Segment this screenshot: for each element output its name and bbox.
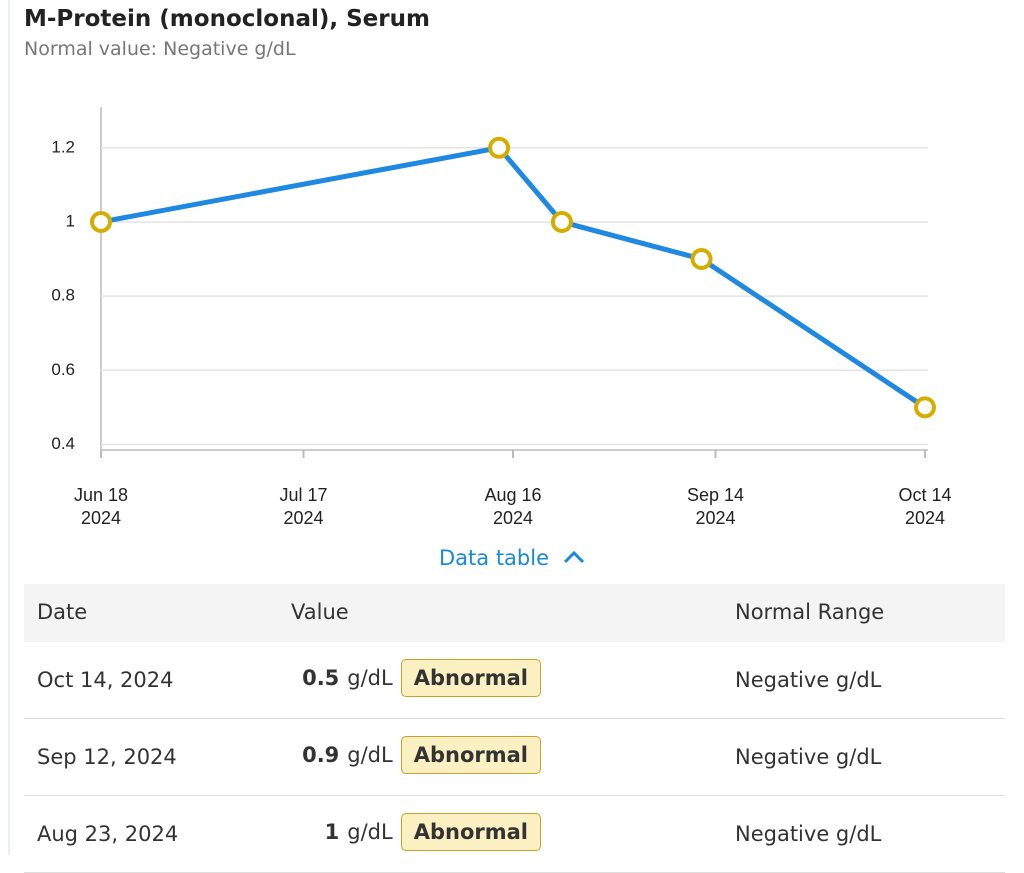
value: 0.5 bbox=[302, 666, 340, 690]
title: M-Protein (monoclonal), Serum bbox=[24, 6, 430, 32]
y-tick-label: 1.2 bbox=[51, 137, 75, 156]
data-line bbox=[100, 145, 927, 410]
range-cell: Negative g/dL bbox=[735, 822, 882, 846]
range-cell: Negative g/dL bbox=[735, 745, 882, 769]
panel bbox=[8, 0, 1024, 855]
date-cell: Aug 23, 2024 bbox=[37, 822, 179, 846]
page: M-Protein (monoclonal), Serum Normal val… bbox=[8, 0, 1024, 873]
toggle-label[interactable]: Data table bbox=[439, 546, 550, 570]
table-header: Date Value Normal Range bbox=[24, 584, 1005, 642]
column-header: Date bbox=[37, 600, 88, 624]
table-row: Aug 23, 2024 1 g/dL Abnormal Negative g/dL bbox=[24, 796, 1005, 873]
y-tick-label: 0.8 bbox=[51, 286, 75, 305]
x-tick-label: Jun 18 2024 bbox=[73, 485, 129, 528]
data-point bbox=[550, 210, 573, 233]
date-cell: Oct 14, 2024 bbox=[37, 668, 174, 692]
data-point bbox=[90, 210, 112, 233]
y-tick-label: 1 bbox=[66, 211, 75, 230]
column-header: Value bbox=[291, 600, 349, 624]
y-tick-label: 0.6 bbox=[51, 360, 75, 379]
x-tick-label: Oct 14 2024 bbox=[898, 485, 952, 528]
table-row: Sep 12, 2024 0.9 g/dL Abnormal Negative g/dL bbox=[24, 719, 1005, 796]
data-table-toggle[interactable]: Data table bbox=[439, 546, 586, 570]
value-cell: 1 g/dL Abnormal bbox=[325, 813, 541, 851]
value: 1 bbox=[324, 820, 340, 844]
data-point bbox=[914, 396, 936, 419]
chart: 0.4 0.6 0.8 1 1.2 bbox=[51, 107, 936, 458]
value: 0.9 bbox=[302, 743, 340, 767]
flag-badge: Abnormal bbox=[400, 813, 541, 851]
value-cell: 0.5 g/dL Abnormal bbox=[302, 659, 541, 697]
date-cell: Sep 12, 2024 bbox=[37, 745, 177, 769]
x-tick-label: Jul 17 2024 bbox=[279, 485, 328, 528]
range-cell: Negative g/dL bbox=[735, 668, 882, 692]
subtitle: Normal value: Negative g/dL bbox=[24, 38, 296, 60]
unit: g/dL bbox=[347, 743, 393, 767]
value-cell: 0.9 g/dL Abnormal bbox=[302, 736, 541, 774]
column-header: Normal Range bbox=[735, 600, 885, 624]
flag-badge: Abnormal bbox=[400, 736, 541, 774]
unit: g/dL bbox=[347, 820, 393, 844]
y-tick-label: 0.4 bbox=[51, 434, 75, 453]
unit: g/dL bbox=[347, 666, 393, 690]
x-tick-label: Aug 16 2024 bbox=[484, 485, 542, 528]
chevron-up[interactable] bbox=[562, 549, 586, 565]
flag-badge: Abnormal bbox=[400, 659, 541, 697]
x-tick-label: Sep 14 2024 bbox=[686, 485, 745, 528]
data-point bbox=[488, 136, 511, 159]
table-row: Oct 14, 2024 0.5 g/dL Abnormal Negative g/dL bbox=[24, 642, 1005, 719]
data-point bbox=[690, 248, 713, 271]
